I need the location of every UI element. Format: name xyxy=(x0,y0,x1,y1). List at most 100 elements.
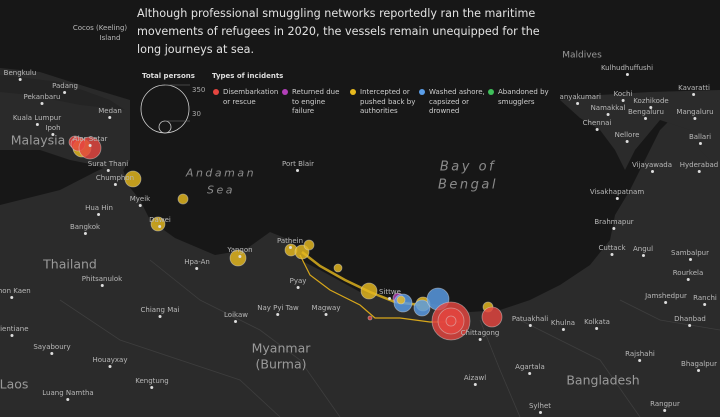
legend-item-disembarkation: Disembarkation or rescue xyxy=(213,88,281,107)
size-legend-min: 30 xyxy=(192,110,201,118)
incident-bubble[interactable] xyxy=(78,136,102,160)
legend-type-title: Types of incidents xyxy=(212,72,284,80)
place-label: Kolkata xyxy=(584,318,610,330)
country-label-myanmar: Myanmar xyxy=(251,340,311,356)
island-label-maldives: Maldives xyxy=(562,50,602,61)
place-label: Pathein xyxy=(276,237,304,249)
legend-item-returned: Returned due to engine failure xyxy=(282,88,344,117)
sea-label-bay-of-bengal-2: Bengal xyxy=(438,177,498,193)
place-label: Agartala xyxy=(515,363,545,375)
place-label: Rajshahi xyxy=(625,350,655,362)
place-label: Sambalpur xyxy=(671,249,709,261)
place-label: Rangpur xyxy=(650,400,680,412)
place-label: Kavaratti xyxy=(678,84,710,96)
incident-bubble[interactable] xyxy=(481,306,503,328)
place-label: Kozhikode xyxy=(633,97,669,109)
place-label: Ipoh xyxy=(45,124,61,136)
place-label: Mangaluru xyxy=(676,108,714,120)
place-label: Hyderabad xyxy=(679,161,719,173)
place-label: Bengkulu xyxy=(3,69,37,81)
green-dot-icon xyxy=(488,89,494,95)
place-label: Patuakhali xyxy=(511,315,549,327)
place-label: Chittagong xyxy=(460,329,500,341)
incident-bubble[interactable] xyxy=(333,263,343,273)
place-label: Dhanbad xyxy=(674,315,706,327)
place-label: Medan xyxy=(98,107,122,119)
sea-label-bay-of-bengal: Bay of xyxy=(439,159,497,175)
place-label: Visakhapatnam xyxy=(589,188,645,200)
place-label: Sayaboury xyxy=(33,343,71,355)
country-label-malaysia: Malaysia xyxy=(10,132,66,148)
place-label: Magway xyxy=(311,304,341,316)
place-label: Chumphon xyxy=(95,174,135,186)
place-label: Nay Pyi Taw xyxy=(257,304,299,316)
incident-bubble[interactable] xyxy=(150,216,166,232)
place-label: Houayxay xyxy=(92,356,128,368)
place-label: Rourkela xyxy=(672,269,704,281)
place-label: Kuala Lumpur xyxy=(12,114,62,126)
route-line xyxy=(299,254,460,323)
legend-label: Abandoned by smugglers xyxy=(498,88,549,106)
purple-dot-icon xyxy=(282,89,288,95)
island-label-cocos-2: Island xyxy=(99,34,121,42)
incident-bubble[interactable] xyxy=(413,299,431,317)
legend-item-abandoned: Abandoned by smugglers xyxy=(488,88,554,107)
land-mainland xyxy=(0,90,720,417)
land-india xyxy=(560,90,720,170)
incident-bubble[interactable] xyxy=(360,282,378,300)
sea-label-andaman-2: Sea xyxy=(207,183,235,197)
place-label: Hpa-An xyxy=(184,258,210,270)
place-label: Khulna xyxy=(550,319,576,331)
blue-dot-icon xyxy=(419,89,425,95)
country-label-burma: (Burma) xyxy=(255,356,307,372)
size-circle-max xyxy=(140,84,190,134)
place-label: Bangkok xyxy=(69,223,101,235)
place-label: Namakkal xyxy=(590,104,626,116)
incident-bubble[interactable] xyxy=(177,193,189,205)
place-label: Vientiane xyxy=(0,325,29,337)
place-label: Khon Kaen xyxy=(0,287,31,299)
incident-bubble[interactable] xyxy=(445,315,457,327)
incident-bubbles xyxy=(68,135,503,341)
country-label-thailand: Thailand xyxy=(43,256,97,272)
incident-bubble[interactable] xyxy=(367,315,373,321)
country-label-laos: Laos xyxy=(0,376,29,392)
legend-item-washed-ashore: Washed ashore, capsized or drowned xyxy=(419,88,487,117)
size-circle-min xyxy=(158,120,172,134)
place-label: Ranchi xyxy=(693,294,717,306)
place-label: Myeik xyxy=(129,195,151,207)
legend-label: Intercepted or pushed back by authoritie… xyxy=(360,88,416,115)
island-label-cocos: Cocos (Keeling) xyxy=(72,24,128,32)
place-label: Yangon xyxy=(227,246,253,258)
sea-label-andaman: Andaman xyxy=(185,166,257,180)
place-label: Kengtung xyxy=(135,377,169,389)
size-legend-circles xyxy=(140,84,190,134)
incident-bubble[interactable] xyxy=(396,295,406,305)
legend-item-intercepted: Intercepted or pushed back by authoritie… xyxy=(350,88,416,117)
legend-label: Disembarkation or rescue xyxy=(223,88,279,106)
intro-text: Although professional smuggling networks… xyxy=(137,7,540,56)
place-label: Angul xyxy=(632,245,654,257)
incident-bubble[interactable] xyxy=(303,239,315,251)
place-label: Chiang Mai xyxy=(140,306,180,318)
place-label: Phitsanulok xyxy=(81,275,123,287)
borders xyxy=(59,259,720,417)
place-label: Cuttack xyxy=(598,244,626,256)
yellow-dot-icon xyxy=(350,89,356,95)
place-label: Bhagalpur xyxy=(681,360,717,372)
place-label: Luang Namtha xyxy=(42,389,94,401)
place-label: Padang xyxy=(52,82,78,94)
place-label: Sylhet xyxy=(528,402,552,414)
red-dot-icon xyxy=(213,89,219,95)
incident-bubble[interactable] xyxy=(229,249,247,267)
place-label: Kulhudhuffushi xyxy=(600,64,654,76)
land-sumatra xyxy=(0,75,125,110)
legend-label: Returned due to engine failure xyxy=(292,88,340,115)
place-label: Kanyakumari xyxy=(555,93,601,105)
place-label: Pekanbaru xyxy=(23,93,61,105)
legend-panel xyxy=(130,0,560,145)
place-label: Brahmapur xyxy=(594,218,634,230)
incident-bubble[interactable] xyxy=(124,170,142,188)
